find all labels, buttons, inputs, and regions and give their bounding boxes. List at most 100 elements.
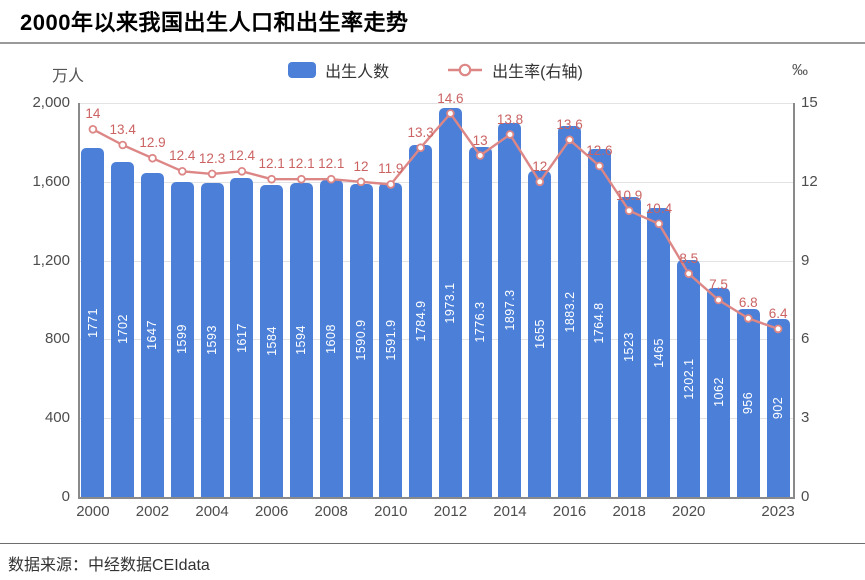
- rate-value-label: 10.4: [645, 200, 673, 216]
- line-point: [118, 140, 127, 150]
- bar-value-label: 956: [741, 391, 756, 415]
- legend-label-rate: 出生率(右轴): [492, 64, 583, 81]
- bar-value-label: 1465: [651, 337, 666, 368]
- x-axis-tick: 2000: [76, 503, 110, 520]
- bar-value-label: 1897.3: [502, 289, 517, 331]
- bar-value-label: 1608: [324, 323, 339, 354]
- bar-value-label: 1784.9: [413, 300, 428, 342]
- rate-value-label: 8.5: [679, 250, 699, 266]
- rate-value-label: 12.4: [228, 148, 255, 164]
- x-axis-tick: 2016: [552, 503, 587, 520]
- data-source: 数据来源：中经数据CEIdata: [8, 557, 210, 574]
- x-axis-tick: 2023: [761, 503, 795, 520]
- rate-value-label: 13: [472, 132, 488, 148]
- rate-value-label: 13.8: [496, 111, 524, 127]
- bar-value-label: 1647: [145, 319, 160, 350]
- rate-value-label: 14.6: [437, 90, 464, 106]
- page-title: 2000年以来我国出生人口和出生率走势: [20, 10, 409, 35]
- rate-value-label: 12.1: [318, 156, 345, 172]
- legend-item-rate: 出生率(右轴): [447, 58, 583, 82]
- rate-value-label: 12.3: [198, 150, 226, 166]
- bar-value-label: 1590.9: [354, 319, 369, 361]
- title-divider: [0, 42, 865, 44]
- x-axis-tick: 2004: [195, 503, 229, 520]
- x-axis-tick: 2012: [433, 503, 468, 520]
- x-axis-tick: 2002: [135, 503, 170, 520]
- x-axis-tick: 2008: [314, 503, 348, 520]
- right-axis-tick: 9: [801, 251, 810, 269]
- left-axis-tick: 1,600: [32, 172, 70, 190]
- rate-value-label: 13.4: [109, 122, 136, 138]
- rate-value-label: 13.3: [407, 124, 434, 140]
- x-axis-line: [78, 497, 793, 499]
- gridline: [78, 418, 793, 420]
- right-axis-tick: 15: [801, 94, 818, 111]
- rate-value-label: 12.1: [288, 156, 315, 172]
- legend-item-births: 出生人数: [288, 58, 389, 82]
- line-point: [237, 167, 247, 176]
- right-axis-tick: 0: [801, 488, 810, 505]
- right-axis-tick: 12: [801, 172, 818, 190]
- bar-value-label: 1655: [532, 319, 547, 349]
- bar-value-label: 1599: [175, 324, 190, 355]
- rate-value-label: 12.1: [258, 156, 285, 172]
- bar-value-label: 1771: [85, 307, 100, 338]
- bar-value-label: 1062: [711, 377, 726, 408]
- line-point: [88, 125, 98, 134]
- bar-value-label: 1523: [622, 332, 637, 362]
- line-series-marker-icon: [447, 62, 483, 78]
- bar-value-label: 902: [771, 396, 786, 420]
- bar: [766, 319, 790, 497]
- left-axis-tick: 800: [44, 330, 70, 348]
- bar-value-label: 1776.3: [473, 301, 488, 343]
- footer-divider: [0, 543, 865, 544]
- legend-label-births: 出生人数: [325, 64, 390, 81]
- line-point: [178, 167, 187, 176]
- gridline: [78, 103, 793, 104]
- line-point: [207, 169, 217, 179]
- line-point: [148, 153, 157, 163]
- x-axis-tick: 2006: [254, 503, 289, 520]
- right-axis-tick: 6: [801, 330, 810, 348]
- bar-value-label: 1591.9: [383, 319, 398, 361]
- x-axis-tick: 2020: [672, 503, 706, 520]
- gridline: [78, 339, 793, 341]
- rate-value-label: 6.4: [768, 305, 788, 321]
- right-axis-line: [793, 103, 795, 499]
- bar-value-label: 1584: [264, 326, 279, 356]
- right-axis-tick: 3: [801, 409, 810, 427]
- rate-value-label: 12: [532, 158, 548, 174]
- bar-value-label: 1594: [294, 325, 309, 355]
- rate-value-label: 12.9: [139, 135, 166, 151]
- rate-value-label: 6.8: [738, 295, 758, 311]
- bar-value-label: 1702: [115, 314, 130, 345]
- rate-value-label: 7.5: [709, 277, 728, 292]
- bar-series-swatch-icon: [288, 62, 317, 78]
- bar-value-label: 1202.1: [681, 357, 696, 400]
- x-axis-tick: 2014: [493, 503, 527, 520]
- rate-value-label: 13.6: [556, 116, 583, 132]
- rate-value-label: 12.6: [586, 143, 613, 159]
- left-axis-tick: 400: [44, 409, 70, 427]
- rate-value-label: 10.9: [616, 187, 643, 203]
- bar-value-label: 1883.2: [562, 290, 577, 333]
- rate-value-label: 12.4: [169, 148, 196, 164]
- bar-value-label: 1617: [234, 322, 249, 353]
- x-axis-tick: 2018: [612, 503, 646, 520]
- bar: [707, 287, 731, 497]
- left-axis-tick: 0: [61, 488, 70, 505]
- bar-value-label: 1764.8: [592, 302, 607, 344]
- bar-value-label: 1593: [205, 325, 220, 355]
- left-axis-line: [78, 103, 80, 497]
- bar-value-label: 1973.1: [443, 282, 458, 324]
- rate-value-label: 14: [85, 106, 101, 122]
- legend: 出生人数 出生率(右轴): [78, 58, 793, 82]
- rate-value-label: 11.9: [378, 161, 404, 177]
- x-axis-tick: 2010: [374, 503, 408, 520]
- rate-value-label: 12: [353, 158, 369, 174]
- left-axis-tick: 1,200: [32, 251, 70, 269]
- bar: [736, 308, 760, 497]
- left-axis-unit-label: 万人: [52, 68, 85, 85]
- right-axis-unit-label: ‰: [792, 62, 808, 79]
